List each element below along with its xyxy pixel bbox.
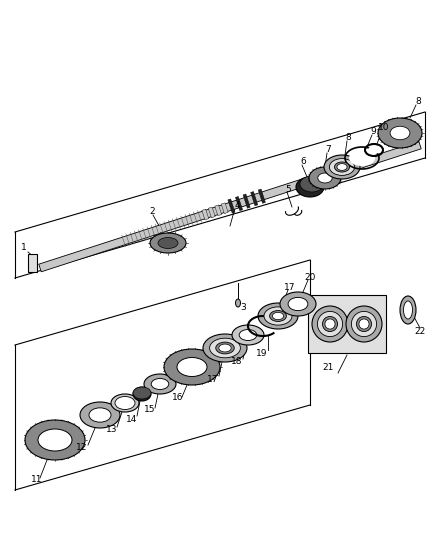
Text: 8: 8	[345, 133, 351, 142]
Ellipse shape	[216, 342, 234, 354]
Polygon shape	[258, 189, 265, 203]
Text: 15: 15	[144, 406, 156, 415]
Text: 5: 5	[285, 185, 291, 195]
Ellipse shape	[158, 238, 178, 248]
Text: 20: 20	[304, 272, 316, 281]
Ellipse shape	[210, 338, 240, 358]
Ellipse shape	[111, 394, 139, 412]
Text: 18: 18	[231, 358, 243, 367]
Ellipse shape	[351, 311, 377, 337]
Polygon shape	[39, 141, 421, 272]
Text: 8: 8	[415, 98, 421, 107]
Text: 9: 9	[370, 127, 376, 136]
Ellipse shape	[151, 378, 169, 390]
Ellipse shape	[337, 164, 347, 171]
Ellipse shape	[236, 299, 240, 307]
Polygon shape	[251, 191, 258, 206]
Ellipse shape	[324, 155, 360, 179]
Ellipse shape	[25, 420, 85, 460]
Ellipse shape	[318, 311, 343, 337]
Ellipse shape	[38, 429, 72, 451]
Text: 10: 10	[378, 123, 390, 132]
Ellipse shape	[309, 167, 341, 189]
Ellipse shape	[329, 159, 355, 175]
Ellipse shape	[300, 176, 324, 192]
Polygon shape	[243, 194, 250, 208]
Ellipse shape	[288, 297, 308, 311]
Ellipse shape	[144, 374, 176, 394]
Text: 13: 13	[106, 425, 118, 434]
Text: 22: 22	[414, 327, 426, 336]
Text: 6: 6	[300, 157, 306, 166]
Ellipse shape	[270, 311, 286, 321]
Polygon shape	[202, 209, 209, 220]
Ellipse shape	[272, 312, 283, 320]
Bar	[28, 254, 37, 272]
Ellipse shape	[357, 317, 371, 332]
Ellipse shape	[378, 118, 422, 148]
Ellipse shape	[322, 317, 338, 332]
Ellipse shape	[335, 162, 350, 172]
Ellipse shape	[349, 150, 375, 166]
Ellipse shape	[325, 319, 335, 329]
Ellipse shape	[232, 325, 264, 345]
Text: 12: 12	[76, 443, 88, 453]
Text: 16: 16	[172, 393, 184, 402]
Ellipse shape	[164, 349, 220, 385]
Ellipse shape	[359, 319, 369, 329]
Ellipse shape	[264, 307, 292, 325]
Text: 21: 21	[322, 364, 334, 373]
Ellipse shape	[400, 296, 416, 324]
Polygon shape	[208, 207, 215, 218]
Ellipse shape	[42, 431, 68, 449]
Polygon shape	[236, 197, 243, 211]
Ellipse shape	[177, 358, 207, 376]
Text: 3: 3	[240, 303, 246, 312]
Text: 4: 4	[234, 201, 240, 211]
Ellipse shape	[403, 301, 413, 319]
Ellipse shape	[312, 306, 348, 342]
Ellipse shape	[89, 408, 111, 422]
Ellipse shape	[133, 387, 151, 399]
Ellipse shape	[133, 387, 151, 401]
Text: 19: 19	[256, 349, 268, 358]
Ellipse shape	[258, 303, 298, 329]
Ellipse shape	[318, 173, 332, 183]
Text: 17: 17	[284, 282, 296, 292]
Ellipse shape	[150, 233, 186, 253]
Text: 17: 17	[207, 376, 219, 384]
Text: 1: 1	[21, 244, 27, 253]
Ellipse shape	[203, 334, 247, 362]
Text: 11: 11	[31, 475, 43, 484]
Bar	[308, 295, 386, 353]
Text: 2: 2	[149, 207, 155, 216]
Ellipse shape	[390, 126, 410, 140]
Polygon shape	[215, 205, 222, 216]
Ellipse shape	[80, 402, 120, 428]
Ellipse shape	[346, 306, 382, 342]
Ellipse shape	[219, 344, 231, 352]
Ellipse shape	[180, 359, 205, 375]
Ellipse shape	[115, 397, 135, 409]
Ellipse shape	[296, 177, 324, 197]
Ellipse shape	[239, 329, 257, 341]
Polygon shape	[221, 203, 228, 214]
Text: 7: 7	[325, 146, 331, 155]
Polygon shape	[228, 199, 235, 213]
Ellipse shape	[280, 292, 316, 316]
Ellipse shape	[368, 146, 380, 154]
Text: 14: 14	[126, 416, 138, 424]
